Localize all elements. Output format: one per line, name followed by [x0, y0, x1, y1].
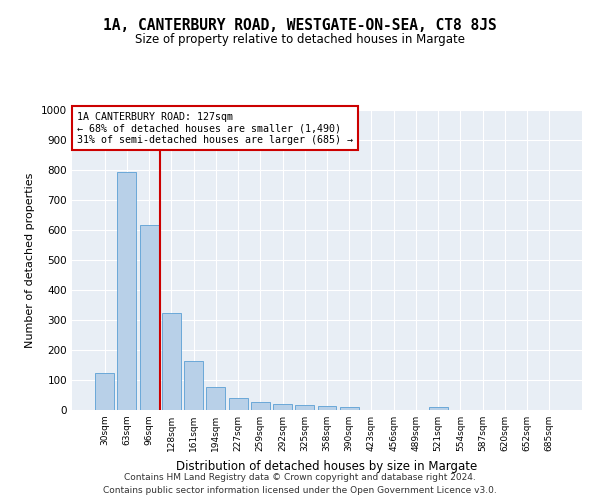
Y-axis label: Number of detached properties: Number of detached properties: [25, 172, 35, 348]
X-axis label: Distribution of detached houses by size in Margate: Distribution of detached houses by size …: [176, 460, 478, 472]
Bar: [162, 312, 181, 410]
Bar: [273, 404, 292, 410]
Text: Contains HM Land Registry data © Crown copyright and database right 2024.: Contains HM Land Registry data © Crown c…: [124, 474, 476, 482]
Text: 1A, CANTERBURY ROAD, WESTGATE-ON-SEA, CT8 8JS: 1A, CANTERBURY ROAD, WESTGATE-ON-SEA, CT…: [103, 18, 497, 32]
Bar: [429, 407, 448, 410]
Bar: [317, 406, 337, 410]
Bar: [95, 372, 114, 410]
Bar: [251, 402, 270, 410]
Bar: [229, 398, 248, 410]
Bar: [206, 386, 225, 410]
Text: 1A CANTERBURY ROAD: 127sqm
← 68% of detached houses are smaller (1,490)
31% of s: 1A CANTERBURY ROAD: 127sqm ← 68% of deta…: [77, 112, 353, 144]
Bar: [184, 361, 203, 410]
Bar: [340, 408, 359, 410]
Text: Contains public sector information licensed under the Open Government Licence v3: Contains public sector information licen…: [103, 486, 497, 495]
Text: Size of property relative to detached houses in Margate: Size of property relative to detached ho…: [135, 32, 465, 46]
Bar: [295, 405, 314, 410]
Bar: [118, 172, 136, 410]
Bar: [140, 224, 158, 410]
